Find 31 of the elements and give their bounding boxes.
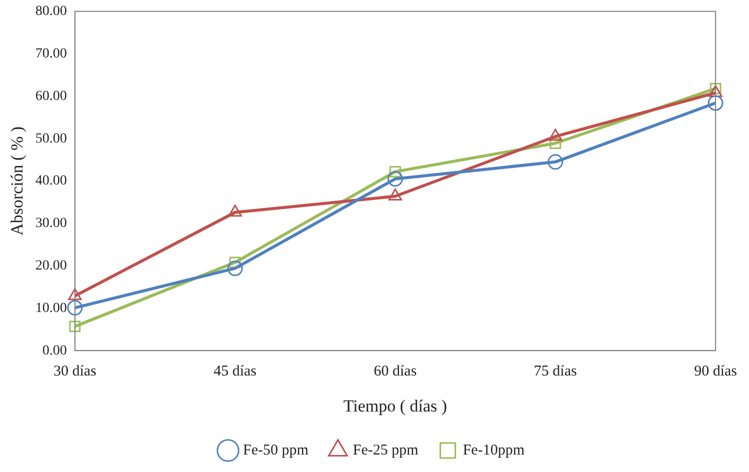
- point: [228, 204, 242, 217]
- point: [67, 300, 83, 316]
- y-tick-label: 10.00: [35, 300, 67, 316]
- y-tick-label: 70.00: [35, 46, 67, 62]
- y-tick-label: 60.00: [35, 88, 67, 104]
- y-tick-label: 20.00: [35, 258, 67, 274]
- legend-label: Fe-10ppm: [462, 442, 525, 458]
- point: [708, 95, 724, 111]
- x-axis-title: Tiempo ( días ): [343, 396, 448, 416]
- legend-label: Fe-25 ppm: [352, 442, 419, 458]
- y-tick-label: 30.00: [35, 216, 67, 232]
- y-tick-label: 80.00: [35, 4, 67, 20]
- point: [708, 85, 722, 98]
- point: [548, 128, 562, 141]
- y-axis-title: Absorción ( % ): [8, 126, 27, 236]
- point: [710, 82, 722, 94]
- x-tick-label: 60 días: [374, 364, 417, 380]
- point: [227, 260, 243, 276]
- x-tick-label: 45 días: [214, 364, 257, 380]
- y-tick-label: 50.00: [35, 131, 67, 146]
- x-tick-label: 75 días: [534, 364, 577, 380]
- legend-label: Fe-50 ppm: [243, 442, 309, 458]
- y-tick-label: 0.00: [42, 343, 67, 358]
- point: [548, 154, 564, 170]
- point: [390, 166, 401, 178]
- x-tick-label: 90 días: [694, 364, 738, 380]
- point: [387, 171, 403, 187]
- point: [69, 320, 81, 332]
- y-tick-label: 40.00: [35, 174, 67, 189]
- x-tick-label: 30 días: [53, 364, 97, 380]
- point: [388, 188, 402, 201]
